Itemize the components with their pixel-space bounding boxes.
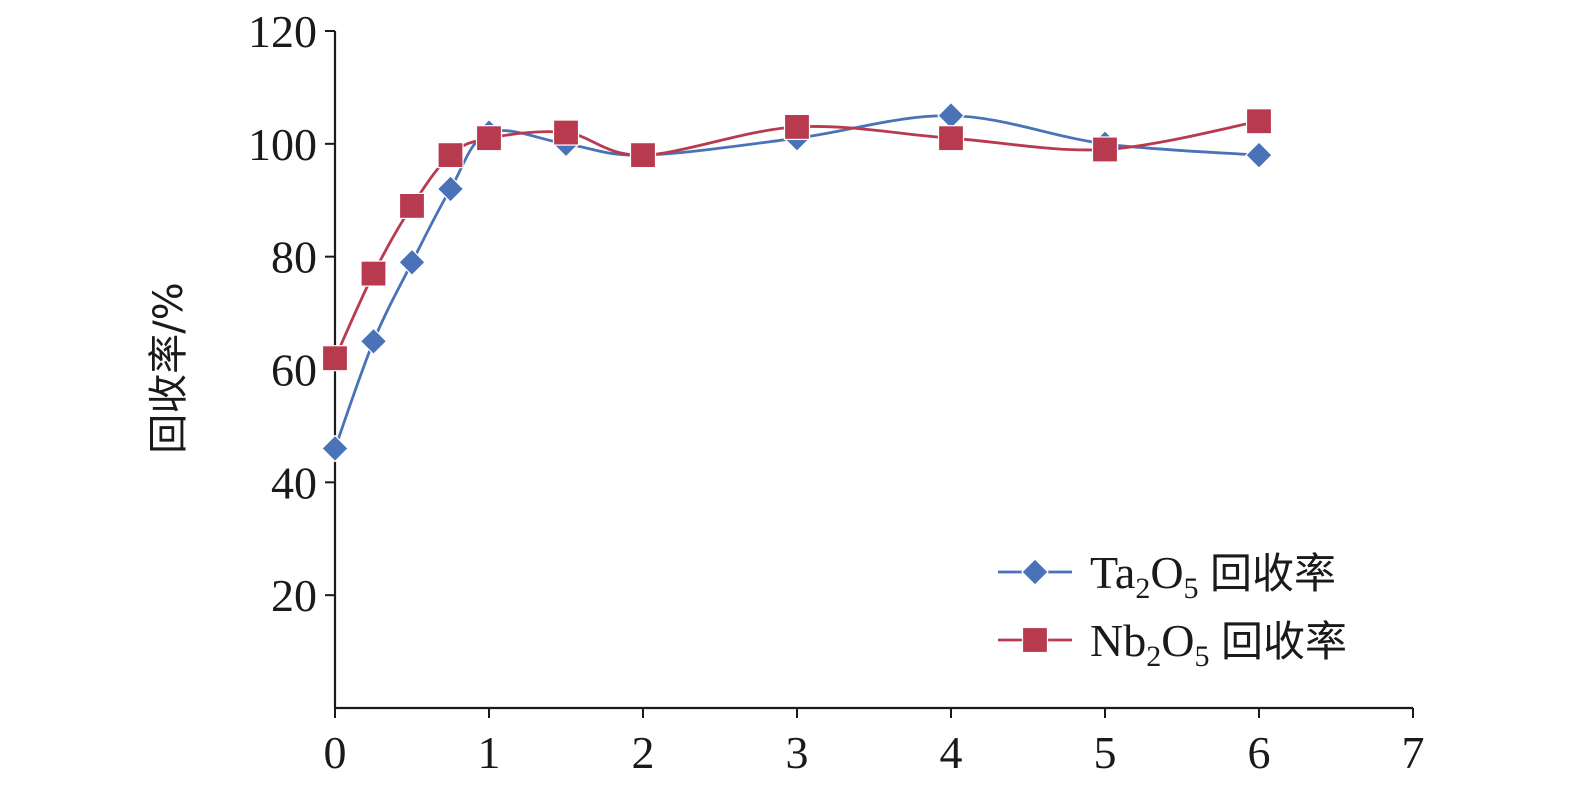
x-tick-label: 5 — [1094, 727, 1117, 778]
data-point-nb — [321, 345, 349, 372]
data-point-ta — [359, 327, 388, 356]
data-point-nb — [360, 260, 387, 287]
x-tick-label: 2 — [632, 727, 655, 778]
legend-text-formula_mid: O — [1161, 615, 1194, 666]
data-point-ta — [436, 175, 465, 203]
data-point-ta — [937, 101, 965, 130]
y-tick-label: 60 — [271, 345, 317, 396]
x-tick-label: 6 — [1248, 727, 1271, 778]
legend-text-formula_mid: O — [1150, 547, 1183, 598]
series-layer — [321, 101, 1273, 463]
legend-text-formula: Nb — [1090, 615, 1146, 666]
y-tick-label: 20 — [271, 570, 317, 621]
legend-text-spacer — [1209, 615, 1221, 666]
legend-text-suffix: 回收率 — [1221, 617, 1347, 666]
legend-entry-ta: Ta2O5 回收率 — [998, 547, 1336, 605]
series-line-nb — [333, 119, 1260, 359]
y-axis-title: 回收率/% — [146, 282, 192, 453]
series-line-ta — [333, 114, 1260, 449]
y-tick-label: 120 — [248, 6, 317, 57]
x-axis-ticks: 0 1 2 3 4 5 6 7 — [324, 708, 1425, 778]
legend-text-spacer — [1199, 547, 1211, 598]
series-ta — [321, 101, 1273, 463]
data-point-nb — [937, 125, 965, 152]
x-tick-label: 0 — [324, 727, 347, 778]
y-tick-label: 40 — [271, 457, 317, 508]
legend-marker-ta — [1021, 558, 1049, 586]
data-point-nb — [552, 119, 580, 146]
data-point-nb — [475, 125, 503, 152]
data-point-nb — [398, 192, 426, 219]
legend-text-sub2: 5 — [1194, 640, 1209, 673]
x-tick-label: 7 — [1402, 727, 1425, 778]
data-point-ta — [321, 434, 349, 463]
legend-entry-nb: Nb2O5 回收率 — [998, 615, 1347, 673]
data-point-nb — [1245, 108, 1273, 135]
x-tick-label: 3 — [786, 727, 809, 778]
series-nb — [321, 108, 1273, 372]
x-tick-label: 1 — [478, 727, 501, 778]
y-axis-ticks: 20 40 60 80 100 120 — [248, 6, 335, 621]
legend-text-formula: Ta — [1090, 547, 1135, 598]
legend-marker-nb — [1021, 626, 1049, 654]
y-tick-label: 100 — [248, 119, 317, 170]
y-tick-label: 80 — [271, 232, 317, 283]
legend-label-ta: Ta2O5 回收率 — [1090, 547, 1336, 605]
legend-label-nb: Nb2O5 回收率 — [1090, 615, 1347, 673]
legend-text-suffix: 回收率 — [1210, 549, 1336, 598]
data-point-ta — [1245, 141, 1273, 169]
data-point-ta — [398, 248, 426, 277]
legend-text-sub1: 2 — [1146, 640, 1161, 673]
data-point-nb — [783, 113, 811, 141]
legend-text-sub1: 2 — [1135, 572, 1150, 605]
x-tick-label: 4 — [940, 727, 963, 778]
legend-text-sub2: 5 — [1184, 572, 1199, 605]
data-point-nb — [437, 142, 464, 169]
data-point-nb — [1091, 136, 1119, 163]
data-point-nb — [629, 142, 657, 169]
